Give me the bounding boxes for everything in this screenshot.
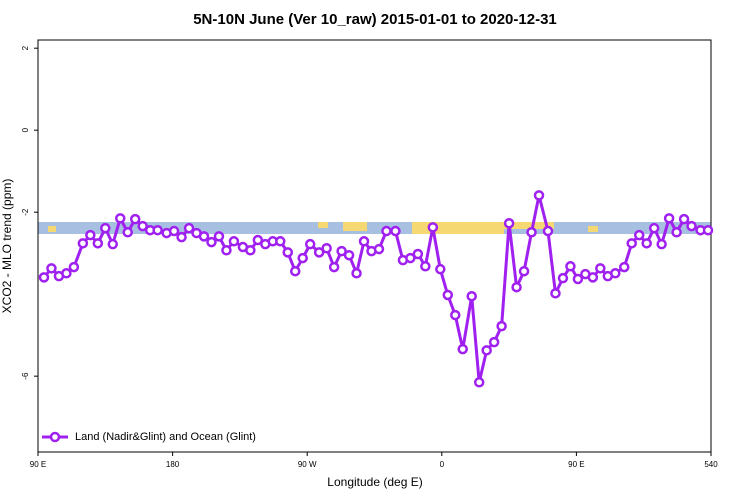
y-tick-label: -6 [21, 372, 30, 380]
data-point [626, 238, 637, 249]
data-point [390, 225, 401, 237]
x-tick-label: 0 [440, 460, 445, 469]
land-patch [343, 222, 367, 231]
y-tick-label: 0 [21, 127, 30, 132]
data-point [533, 190, 545, 201]
data-point [221, 245, 232, 256]
data-point [152, 224, 163, 236]
data-point [351, 268, 362, 279]
data-point [245, 245, 256, 256]
data-point [511, 281, 522, 293]
data-point [542, 225, 554, 237]
x-tick-label: 90 E [30, 460, 46, 469]
data-point [663, 213, 675, 224]
data-point [282, 247, 294, 258]
data-point [85, 229, 96, 241]
data-point [107, 238, 119, 250]
data-point [473, 377, 485, 388]
plot-frame [37, 39, 712, 453]
data-point [619, 261, 630, 273]
data-point [678, 213, 690, 225]
x-tick-label: 540 [704, 460, 718, 469]
data-point [313, 247, 325, 258]
data-point [610, 268, 621, 279]
x-tick-label: 90 E [568, 460, 584, 469]
data-point [503, 217, 515, 229]
data-point [435, 263, 446, 275]
data-point [68, 261, 80, 273]
data-point [304, 238, 316, 250]
x-axis-label: Longitude (deg E) [327, 475, 422, 489]
data-point [572, 273, 584, 285]
data-point [183, 222, 195, 234]
data-point [656, 238, 667, 250]
data-point [343, 249, 355, 261]
data-point [450, 309, 461, 321]
y-axis-label: XCO2 - MLO trend (ppm) [0, 179, 14, 314]
data-point [252, 234, 264, 246]
data-point [587, 272, 599, 283]
data-point [275, 236, 286, 247]
y-tick-label: 2 [21, 45, 30, 50]
data-point [481, 345, 492, 356]
data-point [565, 261, 576, 272]
data-point [373, 243, 385, 255]
data-point [198, 231, 210, 242]
land-patch [412, 222, 504, 234]
data-point [442, 289, 454, 301]
x-tick-label: 90 W [298, 460, 317, 469]
data-point [457, 343, 468, 355]
data-point [420, 261, 431, 272]
land-patch [48, 226, 56, 232]
legend-label: Land (Nadir&Glint) and Ocean (Glint) [75, 431, 256, 443]
data-point [122, 227, 133, 238]
y-tick-label: -2 [21, 208, 30, 216]
data-point [466, 290, 477, 302]
data-point [129, 213, 141, 225]
data-point [61, 268, 72, 279]
data-point [412, 248, 424, 260]
data-point [550, 288, 561, 299]
data-point [176, 231, 187, 243]
data-point [405, 252, 416, 264]
land-patch [504, 222, 554, 229]
data-point [168, 225, 180, 237]
data-point [213, 231, 225, 242]
land-patch [318, 222, 328, 228]
legend-marker [49, 431, 61, 443]
data-point [381, 225, 392, 237]
chart-title: 5N-10N June (Ver 10_raw) 2015-01-01 to 2… [193, 11, 557, 28]
data-point [289, 265, 301, 277]
data-point [328, 261, 340, 273]
data-point [702, 224, 714, 236]
data-point [518, 265, 530, 277]
data-point [206, 236, 217, 248]
data-point [321, 243, 332, 254]
data-point [358, 236, 370, 247]
data-point [46, 263, 57, 274]
data-point [648, 222, 660, 234]
data-point [427, 222, 439, 233]
data-point [641, 238, 652, 249]
data-point [100, 222, 111, 234]
data-point [595, 263, 606, 274]
data-point [671, 227, 682, 238]
data-point [297, 252, 308, 264]
data-point [92, 238, 104, 249]
data-point [526, 227, 537, 238]
data-point [336, 245, 347, 257]
data-point [115, 213, 126, 224]
x-tick-label: 180 [166, 460, 180, 469]
data-point [488, 336, 500, 348]
data-point [686, 220, 697, 232]
data-point [77, 238, 89, 249]
data-point [557, 272, 569, 284]
data-point [633, 229, 645, 241]
data-point [38, 272, 50, 283]
data-point [137, 220, 148, 232]
data-point [496, 320, 507, 332]
data-point [228, 236, 240, 247]
land-patch [588, 226, 598, 232]
